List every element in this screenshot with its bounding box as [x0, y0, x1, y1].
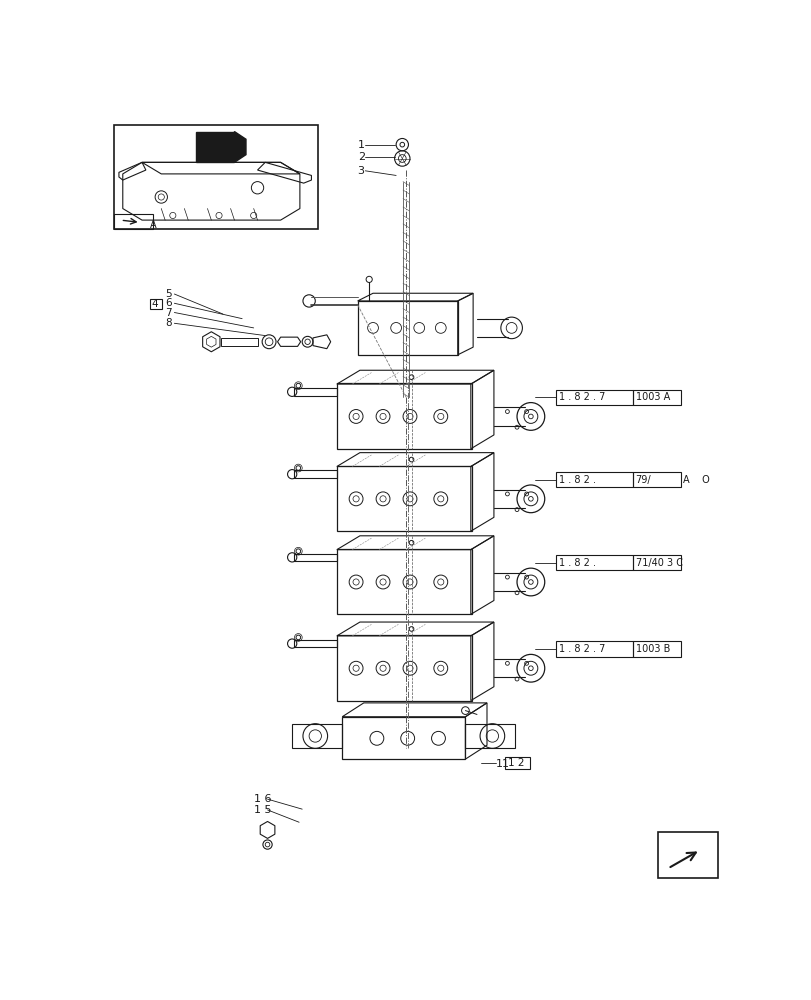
- Bar: [556, 389, 633, 405]
- Polygon shape: [195, 132, 234, 162]
- Text: A: A: [149, 220, 157, 230]
- Text: 8: 8: [165, 318, 172, 328]
- Bar: [337, 549, 471, 614]
- Bar: [556, 555, 633, 570]
- Bar: [337, 383, 471, 449]
- Polygon shape: [234, 132, 246, 162]
- Bar: [114, 125, 318, 229]
- Bar: [633, 389, 680, 405]
- Bar: [504, 757, 530, 769]
- Bar: [556, 641, 633, 657]
- Bar: [657, 832, 717, 878]
- Text: 1 . 8 2 . 7: 1 . 8 2 . 7: [558, 392, 604, 402]
- Bar: [633, 472, 680, 487]
- Text: 1003 A: 1003 A: [635, 392, 669, 402]
- Bar: [633, 555, 680, 570]
- Text: 71/40 3 C: 71/40 3 C: [635, 558, 682, 568]
- Text: 11: 11: [496, 759, 509, 769]
- Text: 1 . 8 2 .: 1 . 8 2 .: [558, 558, 594, 568]
- Bar: [556, 472, 633, 487]
- Text: 1 . 8 2 .: 1 . 8 2 .: [558, 475, 594, 485]
- Bar: [114, 214, 152, 229]
- Text: 1: 1: [357, 140, 364, 150]
- Text: 1003 B: 1003 B: [635, 644, 669, 654]
- Bar: [337, 466, 471, 531]
- Text: 1 2: 1 2: [507, 758, 524, 768]
- Text: 7: 7: [165, 308, 172, 318]
- Text: 6: 6: [165, 298, 172, 308]
- Text: 4: 4: [151, 299, 157, 309]
- Text: 3: 3: [357, 166, 364, 176]
- Bar: [149, 299, 162, 309]
- Bar: [337, 635, 471, 701]
- Bar: [633, 641, 680, 657]
- Text: 1 6: 1 6: [253, 794, 271, 804]
- Bar: [357, 301, 457, 355]
- Text: 1 5: 1 5: [253, 805, 271, 815]
- Text: A    O: A O: [683, 475, 709, 485]
- Text: 2: 2: [357, 152, 364, 162]
- Text: 5: 5: [165, 289, 172, 299]
- Text: 1 . 8 2 . 7: 1 . 8 2 . 7: [558, 644, 604, 654]
- Bar: [341, 717, 465, 759]
- Text: 79/: 79/: [635, 475, 650, 485]
